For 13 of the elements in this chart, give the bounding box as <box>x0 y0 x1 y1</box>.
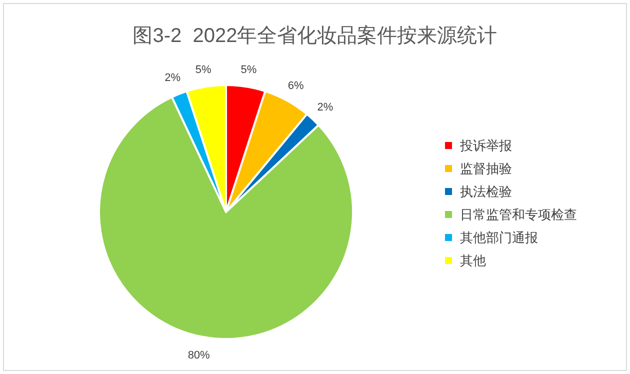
legend-label: 其他 <box>460 253 486 268</box>
data-label: 80% <box>188 349 210 362</box>
legend-label: 执法检验 <box>460 184 512 199</box>
data-label: 5% <box>195 64 212 76</box>
legend-label: 其他部门通报 <box>460 230 538 245</box>
chart-title: 图3-2 2022年全省化妆品案件按来源统计 <box>132 24 498 47</box>
data-label: 2% <box>317 101 334 114</box>
legend-label: 投诉举报 <box>459 138 512 153</box>
data-label: 6% <box>288 80 304 92</box>
data-label: 2% <box>164 72 181 84</box>
data-label: 5% <box>240 64 257 76</box>
legend-label: 日常监管和专项检查 <box>460 207 577 222</box>
legend-label: 监督抽验 <box>460 161 512 176</box>
